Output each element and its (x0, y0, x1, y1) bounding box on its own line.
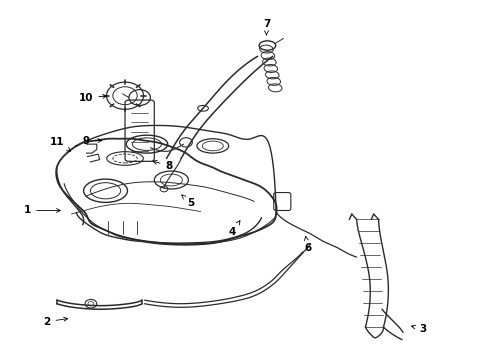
Text: 5: 5 (182, 195, 194, 208)
Text: 11: 11 (49, 138, 71, 151)
Text: 7: 7 (262, 19, 269, 35)
Text: 2: 2 (43, 317, 68, 327)
Text: 1: 1 (24, 206, 60, 216)
Text: 10: 10 (79, 93, 106, 103)
Text: 4: 4 (228, 221, 240, 237)
Text: 9: 9 (82, 136, 102, 145)
Text: 3: 3 (410, 324, 425, 334)
Text: 6: 6 (304, 237, 311, 253)
Text: 8: 8 (153, 161, 172, 171)
